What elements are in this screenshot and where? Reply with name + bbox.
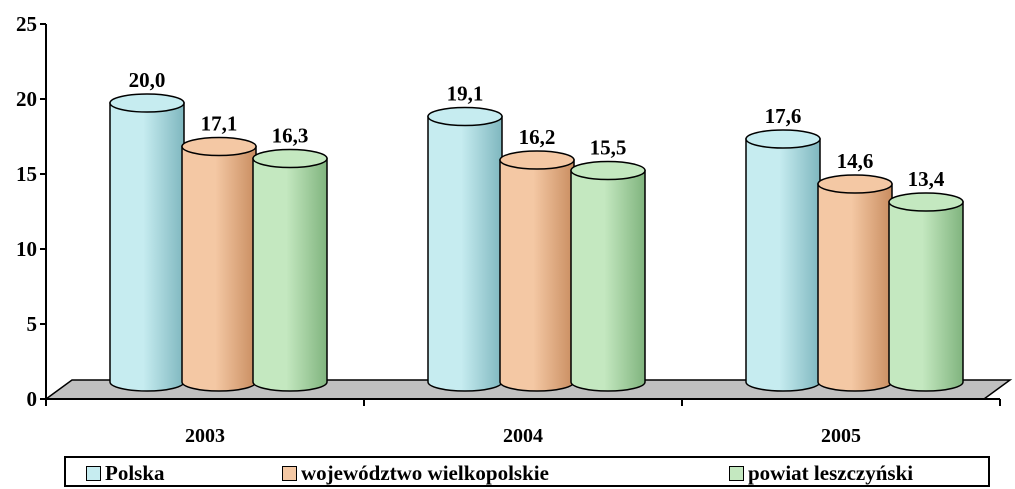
bar-top-2005-2 <box>888 192 964 212</box>
y-tick-label-10: 10 <box>16 237 37 261</box>
data-label-2005-1: 14,6 <box>837 149 874 173</box>
bar-2004-series-2 <box>570 160 646 392</box>
legend-swatch-wojewodztwo <box>282 466 297 481</box>
bar-body-2003-2 <box>252 157 328 392</box>
bar-top-2005-0 <box>745 129 821 149</box>
bar-body-2005-2 <box>888 201 964 392</box>
bar-2005-series-2 <box>888 192 964 392</box>
bar-top-2003-2 <box>252 148 328 169</box>
legend-item-powiat: powiat leszczyński <box>729 461 913 486</box>
bar-top-2004-2 <box>570 160 646 181</box>
bar-2003-series-2 <box>252 148 328 392</box>
legend-swatch-powiat <box>729 466 744 481</box>
bar-top-2004-0 <box>427 106 503 127</box>
bar-2003-series-0 <box>109 93 185 392</box>
y-tick-label-20: 20 <box>16 87 37 111</box>
bar-body-2004-1 <box>499 159 575 392</box>
x-tick-label-2003: 2003 <box>185 425 225 447</box>
data-label-2004-1: 16,2 <box>519 125 556 149</box>
bar-2004-series-0 <box>427 106 503 392</box>
bar-2005-series-0 <box>745 129 821 392</box>
y-tick-label-15: 15 <box>16 162 37 186</box>
bar-2004-series-1 <box>499 150 575 392</box>
data-label-2004-0: 19,1 <box>447 82 484 106</box>
legend-item-polska: Polska <box>86 461 165 486</box>
chart-area: 0 5 10 15 20 25 2003 2004 2005 20,0 17,1 16,3 19,1 1… <box>16 12 1013 447</box>
data-label-2004-2: 15,5 <box>590 136 627 160</box>
y-tick-label-0: 0 <box>27 387 38 411</box>
y-tick-label-5: 5 <box>27 312 38 336</box>
legend-swatch-polska <box>86 466 101 481</box>
bar-body-2003-1 <box>181 145 257 392</box>
bar-top-2003-0 <box>109 93 185 113</box>
data-label-2005-2: 13,4 <box>908 167 945 191</box>
y-tick-label-25: 25 <box>16 12 37 36</box>
bar-top-2005-1 <box>817 174 893 194</box>
bar-body-2005-1 <box>817 183 893 392</box>
legend-label-powiat: powiat leszczyński <box>748 461 914 485</box>
data-label-2003-0: 20,0 <box>129 68 166 92</box>
bar-body-2005-0 <box>745 138 821 392</box>
bar-2005-series-1 <box>817 174 893 392</box>
legend: Polska województwo wielkopolskie powiat … <box>64 456 990 487</box>
legend-label-wojewodztwo: województwo wielkopolskie <box>301 461 549 485</box>
bar-body-2003-0 <box>109 102 185 392</box>
bar-2003-series-1 <box>181 136 257 392</box>
data-label-2003-2: 16,3 <box>272 124 309 148</box>
x-tick-label-2005: 2005 <box>821 425 861 447</box>
bar-top-2003-1 <box>181 136 257 157</box>
bar-top-2004-1 <box>499 150 575 170</box>
data-label-2005-0: 17,6 <box>765 104 802 128</box>
x-tick-label-2004: 2004 <box>503 425 543 447</box>
bar-body-2004-2 <box>570 169 646 392</box>
data-label-2003-1: 17,1 <box>201 112 238 136</box>
legend-label-polska: Polska <box>105 461 165 485</box>
legend-item-wojewodztwo: województwo wielkopolskie <box>282 461 549 486</box>
bar-body-2004-0 <box>427 115 503 392</box>
